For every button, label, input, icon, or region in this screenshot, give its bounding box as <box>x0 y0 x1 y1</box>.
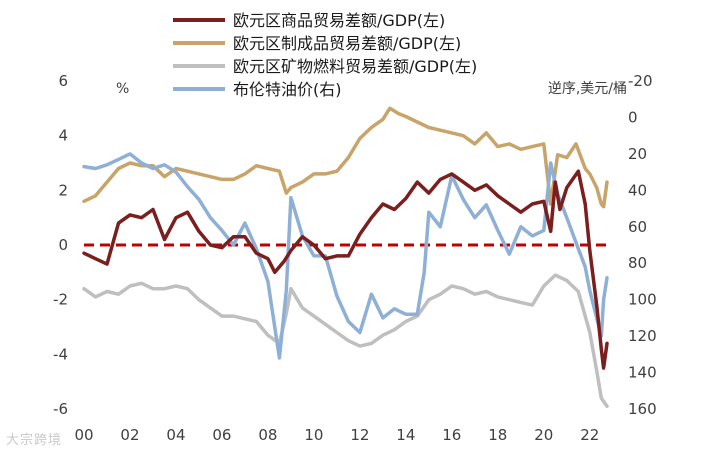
left-tick-label: 0 <box>58 236 68 254</box>
right-tick-label: 40 <box>628 181 647 199</box>
x-tick-label: 02 <box>120 426 139 444</box>
x-tick-label: 20 <box>534 426 553 444</box>
series-line-4 <box>82 152 609 360</box>
right-tick-label: 20 <box>628 145 647 163</box>
x-tick-label: 22 <box>580 426 599 444</box>
right-tick-label: 120 <box>628 327 657 345</box>
legend-label: 欧元区制成品贸易差额/GDP(左) <box>233 34 461 53</box>
legend-label: 欧元区商品贸易差额/GDP(左) <box>233 11 445 30</box>
right-tick-label: 140 <box>628 364 657 382</box>
left-tick-label: 4 <box>58 127 68 145</box>
right-tick-label: -20 <box>628 72 653 90</box>
left-tick-label: -2 <box>53 291 68 309</box>
x-tick-label: 00 <box>74 426 93 444</box>
right-axis-unit: 逆序,美元/桶 <box>548 81 627 97</box>
series-line-3 <box>82 273 609 409</box>
x-tick-label: 12 <box>350 426 369 444</box>
watermark: 大宗跨境 <box>6 433 63 448</box>
x-tick-label: 16 <box>442 426 461 444</box>
right-tick-label: 80 <box>628 254 647 272</box>
legend: 欧元区商品贸易差额/GDP(左) 欧元区制成品贸易差额/GDP(左) 欧元区矿物燃料… <box>173 11 477 99</box>
legend-label: 欧元区矿物燃料贸易差额/GDP(左) <box>233 57 477 76</box>
right-tick-label: 160 <box>628 400 657 418</box>
x-tick-label: 08 <box>258 426 277 444</box>
series-layer <box>82 106 609 409</box>
left-tick-label: 6 <box>58 72 68 90</box>
legend-label: 布伦特油价(右) <box>233 80 342 99</box>
right-tick-label: 100 <box>628 291 657 309</box>
x-tick-label: 14 <box>396 426 415 444</box>
x-tick-label: 10 <box>304 426 323 444</box>
series-line-2 <box>82 106 609 209</box>
right-tick-label: 60 <box>628 218 647 236</box>
left-tick-label: 2 <box>58 181 68 199</box>
right-tick-label: 0 <box>628 108 638 126</box>
left-tick-label: -4 <box>53 345 68 363</box>
left-tick-label: -6 <box>53 400 68 418</box>
x-tick-label: 06 <box>212 426 231 444</box>
left-axis-unit: % <box>116 81 129 97</box>
series-line-1 <box>82 169 609 370</box>
x-tick-label: 04 <box>166 426 185 444</box>
x-tick-label: 18 <box>488 426 507 444</box>
